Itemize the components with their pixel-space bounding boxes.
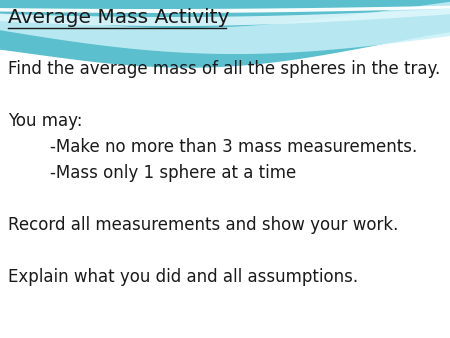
Text: Find the average mass of all the spheres in the tray.: Find the average mass of all the spheres…: [8, 60, 440, 78]
Polygon shape: [0, 9, 450, 26]
Polygon shape: [0, 6, 450, 13]
Polygon shape: [0, 2, 450, 54]
Text: -Make no more than 3 mass measurements.: -Make no more than 3 mass measurements.: [8, 138, 417, 156]
Text: Record all measurements and show your work.: Record all measurements and show your wo…: [8, 216, 398, 234]
Text: -Mass only 1 sphere at a time: -Mass only 1 sphere at a time: [8, 164, 296, 182]
Text: Average Mass Activity: Average Mass Activity: [8, 8, 230, 27]
Text: Explain what you did and all assumptions.: Explain what you did and all assumptions…: [8, 268, 358, 286]
Polygon shape: [0, 0, 450, 68]
Text: You may:: You may:: [8, 112, 82, 130]
